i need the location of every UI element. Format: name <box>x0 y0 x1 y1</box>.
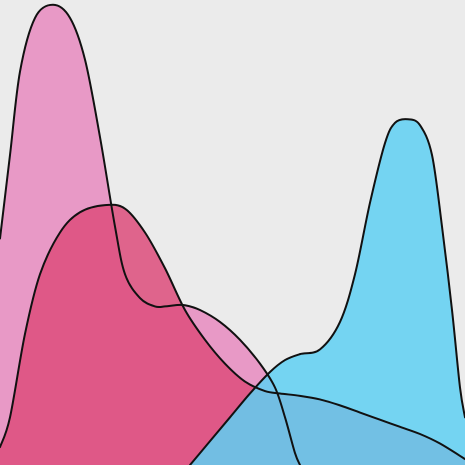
density-outline-2 <box>0 203 465 461</box>
density-outline-3 <box>189 118 465 465</box>
density-area-3 <box>190 119 465 465</box>
density-area-2 <box>0 204 465 465</box>
series-layer <box>0 3 465 465</box>
density-outline-1 <box>0 3 301 465</box>
